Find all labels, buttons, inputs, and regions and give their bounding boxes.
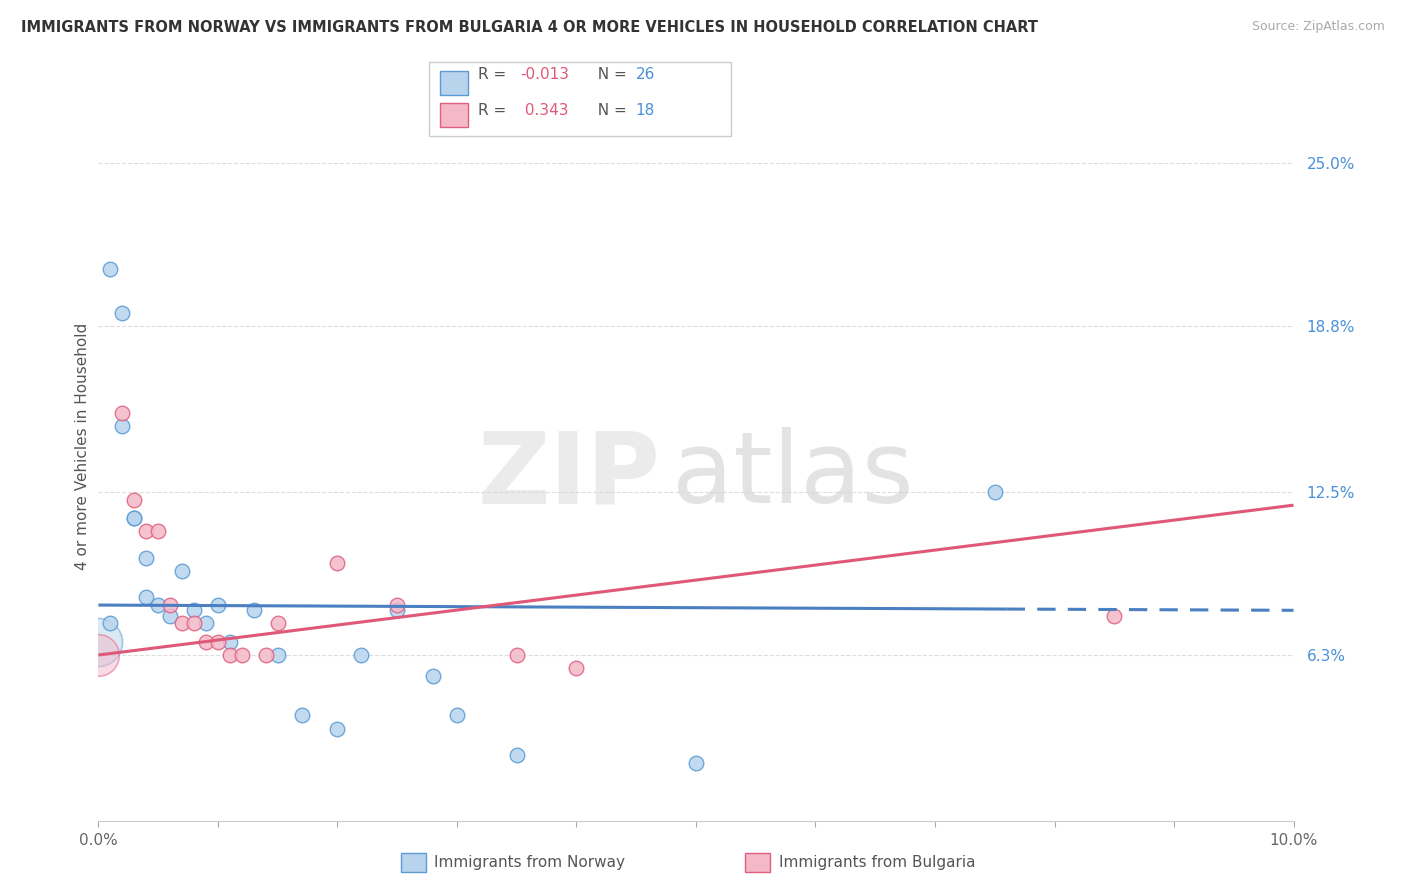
Point (183, 603, 205, 617)
Point (135, 590, 157, 604)
Text: Source: ZipAtlas.com: Source: ZipAtlas.com (1251, 20, 1385, 33)
Point (124, 492, 146, 507)
Point (148, 524, 170, 539)
Point (135, 550, 157, 565)
Point (243, 603, 266, 617)
Text: ZIP: ZIP (477, 427, 661, 524)
Point (207, 635, 229, 649)
Point (219, 635, 242, 649)
Point (135, 524, 157, 539)
Point (124, 511, 146, 525)
Text: Immigrants from Norway: Immigrants from Norway (434, 855, 626, 870)
Text: -0.013: -0.013 (520, 67, 569, 82)
Point (98, 261, 122, 276)
Point (111, 419, 134, 434)
Point (124, 511, 146, 525)
Point (111, 406, 134, 420)
Point (195, 635, 218, 649)
Text: IMMIGRANTS FROM NORWAY VS IMMIGRANTS FROM BULGARIA 4 OR MORE VEHICLES IN HOUSEHO: IMMIGRANTS FROM NORWAY VS IMMIGRANTS FRO… (21, 20, 1038, 35)
Point (1104, 608, 1126, 623)
Point (506, 648, 529, 662)
Point (385, 598, 409, 612)
Point (87, 648, 110, 662)
Y-axis label: 4 or more Vehicles in Household: 4 or more Vehicles in Household (75, 322, 90, 570)
Point (159, 608, 181, 623)
Point (267, 616, 290, 631)
Text: R =: R = (478, 67, 512, 82)
Point (148, 598, 170, 612)
Point (111, 306, 134, 320)
Point (159, 598, 181, 612)
Text: 26: 26 (636, 67, 655, 82)
Point (422, 669, 444, 683)
Point (87, 635, 110, 649)
Point (326, 722, 349, 736)
Point (506, 747, 529, 762)
Point (254, 648, 277, 662)
Point (207, 598, 229, 612)
Point (219, 648, 242, 662)
Point (98, 616, 122, 631)
Text: 0.343: 0.343 (520, 103, 568, 118)
Point (326, 556, 349, 570)
Point (172, 616, 194, 631)
Text: N =: N = (588, 103, 631, 118)
Text: R =: R = (478, 103, 512, 118)
Point (291, 708, 314, 723)
Point (685, 756, 707, 770)
Point (446, 708, 468, 723)
Point (195, 616, 218, 631)
Text: atlas: atlas (672, 427, 914, 524)
Text: Immigrants from Bulgaria: Immigrants from Bulgaria (779, 855, 976, 870)
Text: 18: 18 (636, 103, 655, 118)
Point (231, 648, 253, 662)
Text: N =: N = (588, 67, 631, 82)
Point (183, 616, 205, 631)
Point (350, 648, 373, 662)
Point (984, 485, 1007, 500)
Point (385, 603, 409, 617)
Point (172, 564, 194, 578)
Point (565, 661, 588, 675)
Point (267, 648, 290, 662)
